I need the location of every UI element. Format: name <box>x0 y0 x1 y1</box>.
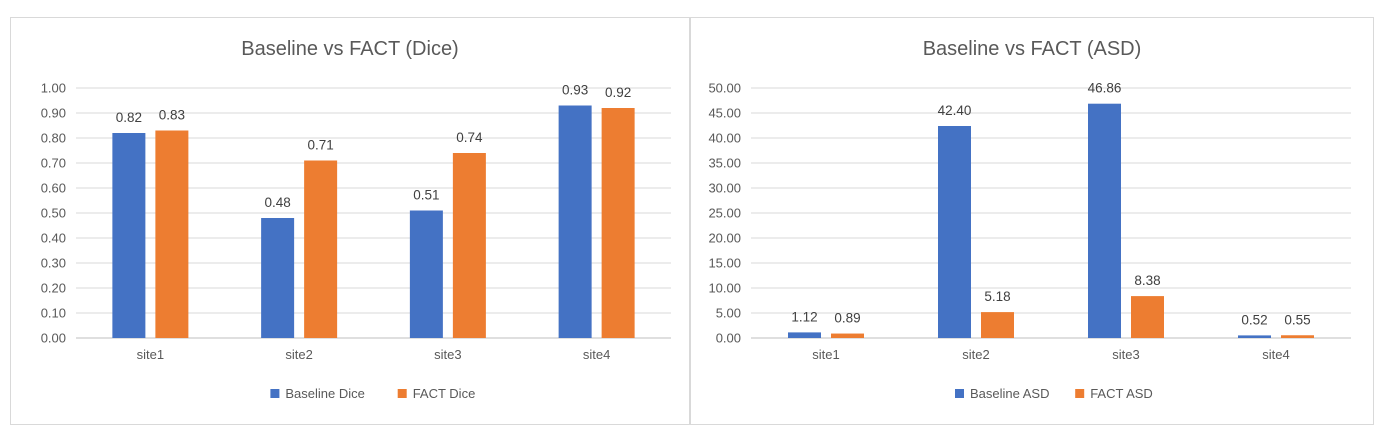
y-tick-label: 0.70 <box>41 156 66 171</box>
y-tick-label: 35.00 <box>708 156 741 171</box>
bar-fact-dice <box>452 153 486 338</box>
bar-fact-asd <box>831 333 864 338</box>
legend-swatch <box>1075 389 1085 398</box>
bar-baseline-dice <box>112 133 146 338</box>
bar-baseline-dice <box>261 218 295 338</box>
data-label: 1.12 <box>791 309 817 324</box>
bar-baseline-dice <box>558 105 592 338</box>
x-tick-label: site2 <box>962 347 989 362</box>
y-tick-label: 0.50 <box>41 206 66 221</box>
legend-label: Baseline ASD <box>970 386 1050 401</box>
y-tick-label: 0.30 <box>41 256 66 271</box>
legend-swatch <box>397 389 407 398</box>
data-label: 0.83 <box>159 108 185 123</box>
chart-title: Baseline vs FACT (ASD) <box>923 38 1142 60</box>
y-tick-label: 30.00 <box>708 181 741 196</box>
data-label: 0.52 <box>1241 312 1267 327</box>
y-tick-label: 0.20 <box>41 281 66 296</box>
y-tick-label: 15.00 <box>708 256 741 271</box>
y-tick-label: 0.40 <box>41 231 66 246</box>
bar-fact-asd <box>1281 335 1314 338</box>
dice-chart-panel: Baseline vs FACT (Dice) 0.00 0.10 0.20 0.30 0… <box>10 17 690 425</box>
legend-label: Baseline Dice <box>285 386 365 401</box>
x-tick-label: site2 <box>285 347 312 362</box>
asd-bar-chart: Baseline vs FACT (ASD) 0.00 5.00 10.00 15.00… <box>708 38 1351 401</box>
data-label: 0.89 <box>834 311 860 326</box>
bar-baseline-asd <box>1088 103 1121 338</box>
bar-fact-asd <box>981 312 1014 338</box>
y-tick-label: 5.00 <box>716 306 741 321</box>
y-tick-label: 0.60 <box>41 181 66 196</box>
data-label: 0.51 <box>413 188 439 203</box>
y-tick-label: 0.10 <box>41 306 66 321</box>
x-tick-label: site3 <box>434 347 461 362</box>
legend-swatch <box>955 389 964 398</box>
y-tick-label: 0.00 <box>716 331 741 346</box>
legend-label: FACT Dice <box>413 386 476 401</box>
y-tick-label: 10.00 <box>708 281 741 296</box>
bar-baseline-asd <box>788 332 821 338</box>
data-label: 46.86 <box>1088 81 1122 96</box>
data-label: 0.92 <box>605 85 631 100</box>
x-tick-label: site3 <box>1112 347 1139 362</box>
data-label: 8.38 <box>1134 273 1160 288</box>
y-tick-label: 0.80 <box>41 131 66 146</box>
x-tick-label: site1 <box>812 347 839 362</box>
data-label: 0.74 <box>456 130 483 145</box>
bar-baseline-dice <box>409 210 443 338</box>
data-label: 0.93 <box>562 83 588 98</box>
y-tick-label: 25.00 <box>708 206 741 221</box>
data-label: 42.40 <box>938 103 972 118</box>
y-tick-label: 20.00 <box>708 231 741 246</box>
y-tick-label: 45.00 <box>708 106 741 121</box>
bar-fact-dice <box>601 108 635 338</box>
legend-swatch <box>270 389 280 398</box>
data-label: 0.55 <box>1284 312 1310 327</box>
x-tick-label: site1 <box>137 347 164 362</box>
data-label: 0.71 <box>307 138 333 153</box>
y-tick-label: 0.90 <box>41 106 66 121</box>
data-label: 5.18 <box>984 289 1010 304</box>
bar-baseline-asd <box>1238 335 1271 338</box>
bar-fact-dice <box>304 160 338 338</box>
data-label: 0.48 <box>264 195 290 210</box>
legend-label: FACT ASD <box>1090 386 1153 401</box>
dice-bar-chart: Baseline vs FACT (Dice) 0.00 0.10 0.20 0.30 0… <box>41 38 671 401</box>
y-tick-label: 50.00 <box>708 81 741 96</box>
y-tick-label: 0.00 <box>41 331 66 346</box>
y-tick-label: 40.00 <box>708 131 741 146</box>
bar-fact-dice <box>155 130 189 338</box>
asd-chart-panel: Baseline vs FACT (ASD) 0.00 5.00 10.00 15.00… <box>690 17 1374 425</box>
x-tick-label: site4 <box>1262 347 1289 362</box>
x-tick-label: site4 <box>583 347 610 362</box>
bar-fact-asd <box>1131 296 1164 338</box>
data-label: 0.82 <box>116 110 142 125</box>
bar-baseline-asd <box>938 126 971 338</box>
y-tick-label: 1.00 <box>41 81 66 96</box>
chart-title: Baseline vs FACT (Dice) <box>241 38 458 60</box>
